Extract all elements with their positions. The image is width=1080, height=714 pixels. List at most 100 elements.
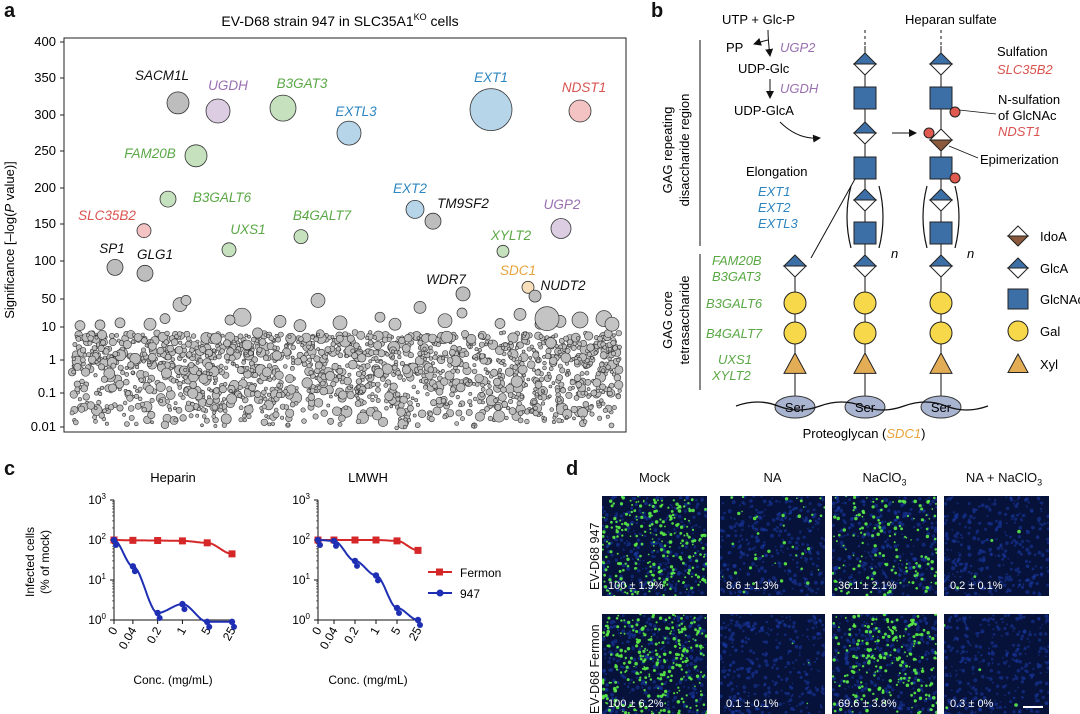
x-tick-label: 0.04 (317, 624, 341, 652)
ser-residue (920, 395, 962, 419)
background-point (601, 401, 606, 406)
background-point (530, 408, 535, 413)
data-point-947 (375, 577, 381, 584)
background-point (442, 350, 449, 357)
background-point (567, 386, 573, 392)
background-point (497, 373, 502, 378)
background-point (590, 389, 598, 397)
background-point (203, 417, 210, 424)
background-point (349, 384, 354, 389)
mid-point (232, 307, 252, 327)
background-point (104, 404, 110, 409)
background-point (188, 413, 194, 419)
mid-point (604, 316, 620, 332)
background-point (317, 385, 322, 390)
background-point (584, 331, 594, 341)
hit-label-sp1: SP1 (99, 241, 125, 256)
hit-point-wdr7 (455, 286, 471, 302)
gal-symbol (853, 291, 877, 315)
background-point (115, 379, 124, 389)
background-point (599, 351, 608, 360)
background-point (447, 400, 453, 406)
mid-point (159, 313, 171, 324)
background-point (244, 404, 254, 415)
panel-d-microscopy-grid: Mock NA NaClO3 NA + NaClO3 EV-D68 947 EV… (566, 458, 1080, 714)
background-point (161, 367, 172, 379)
panel-letter-d: d (566, 458, 579, 480)
background-point (424, 379, 429, 384)
background-point (612, 333, 616, 338)
background-point (170, 338, 179, 346)
glcnac-symbol (853, 221, 877, 245)
background-point (474, 411, 485, 422)
background-point (138, 396, 143, 401)
background-point (186, 336, 192, 342)
background-point (336, 374, 342, 379)
background-point (266, 334, 271, 339)
background-point (250, 347, 255, 352)
background-point (378, 359, 384, 365)
mid-point (114, 317, 126, 329)
x-tick-label: 0 (105, 624, 121, 637)
background-point (169, 363, 175, 369)
background-point (573, 358, 580, 365)
background-point (223, 382, 228, 387)
background-point (249, 367, 255, 373)
background-point (605, 414, 610, 419)
data-point-947 (228, 618, 236, 626)
background-point (514, 359, 520, 365)
background-point (493, 410, 506, 423)
background-point (123, 378, 130, 386)
background-point (391, 355, 396, 360)
background-point (549, 356, 558, 365)
gag-core-label-2: tetrasaccharide (677, 276, 692, 365)
background-point (485, 371, 490, 375)
background-point (563, 335, 569, 342)
background-point (100, 375, 108, 383)
background-point (134, 421, 139, 427)
background-point (224, 365, 229, 370)
background-point (467, 399, 473, 405)
background-point (134, 393, 140, 399)
legend-947: 947 (460, 587, 480, 601)
background-point (524, 383, 529, 388)
background-point (558, 381, 565, 388)
y-tick-label: 102 (292, 532, 310, 547)
background-point (560, 387, 567, 394)
background-point (73, 362, 82, 371)
background-point (102, 348, 110, 355)
mid-point (310, 293, 326, 308)
background-point (165, 399, 170, 404)
background-point (418, 369, 424, 375)
glcnac-symbol (853, 86, 877, 110)
background-point (375, 398, 381, 403)
background-point (156, 347, 165, 355)
data-point-947 (131, 568, 138, 575)
background-point (188, 362, 195, 369)
background-point (474, 373, 484, 383)
background-point (120, 370, 126, 376)
panel-c-legend: Fermon 947 (428, 566, 501, 601)
data-point-fermon (203, 539, 211, 547)
background-point (384, 406, 389, 411)
y-tick-label: 100 (34, 253, 56, 268)
background-point (189, 347, 195, 353)
background-point (493, 398, 498, 403)
heparan-sulfate-label: Heparan sulfate (905, 12, 997, 27)
background-point (358, 389, 363, 394)
background-point (343, 376, 352, 386)
background-point (73, 419, 79, 426)
background-point (573, 395, 580, 401)
y-tick-label: 250 (34, 143, 56, 158)
background-point (300, 407, 306, 413)
background-point (141, 359, 146, 364)
background-point (94, 390, 99, 396)
background-point (196, 370, 202, 376)
background-point (365, 375, 370, 380)
background-point (450, 368, 456, 374)
background-point (544, 353, 552, 360)
background-point (242, 413, 247, 419)
background-point (244, 333, 249, 338)
panel-c-xlabel: Conc. (mg/mL) (328, 673, 407, 687)
background-point (399, 361, 405, 367)
